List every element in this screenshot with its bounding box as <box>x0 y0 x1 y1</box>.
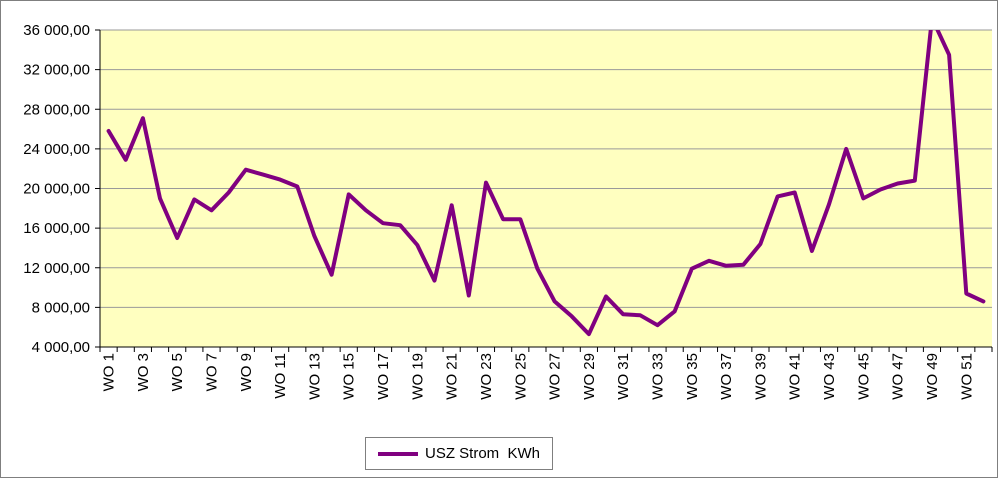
y-tick-label: 24 000,00 <box>23 141 90 158</box>
y-axis-tick-labels: 4 000,00 8 000,00 12 000,00 16 000,00 20 000… <box>23 22 90 356</box>
x-tick-label: WO 1 <box>101 353 118 391</box>
y-tick-label: 20 000,00 <box>23 181 90 198</box>
x-tick-label: WO 21 <box>444 353 461 400</box>
x-tick-label: WO 49 <box>924 353 941 400</box>
y-tick-label: 8 000,00 <box>32 299 90 316</box>
y-tick-label: 28 000,00 <box>23 101 90 118</box>
x-tick-label: WO 45 <box>855 353 872 400</box>
legend-label: USZ Strom KWh <box>425 445 541 462</box>
x-tick-label: WO 51 <box>958 353 975 400</box>
x-tick-label: WO 37 <box>718 353 735 400</box>
x-axis-tick-labels: WO 1 WO 3 WO 5 WO 7 WO 9 WO 11 WO 13 WO 15 WO 17… <box>101 353 976 400</box>
x-tick-label: WO 19 <box>409 353 426 400</box>
x-tick-label: WO 33 <box>650 353 667 400</box>
y-tick-label: 32 000,00 <box>23 62 90 79</box>
x-tick-label: WO 13 <box>306 353 323 400</box>
x-tick-label: WO 15 <box>341 353 358 400</box>
series-layer <box>106 30 986 337</box>
legend-swatch <box>378 452 418 456</box>
legend: USZ Strom KWh <box>365 437 553 470</box>
x-tick-label: WO 23 <box>478 353 495 400</box>
x-tick-label: WO 5 <box>169 353 186 391</box>
series-line <box>106 30 986 337</box>
y-tick-label: 16 000,00 <box>23 220 90 237</box>
x-tick-label: WO 9 <box>238 353 255 391</box>
x-tick-label: WO 43 <box>821 353 838 400</box>
x-tick-label: WO 27 <box>547 353 564 400</box>
x-tick-label: WO 39 <box>752 353 769 400</box>
x-tick-label: WO 41 <box>787 353 804 400</box>
y-tick-label: 36 000,00 <box>23 22 90 39</box>
x-tick-label: WO 7 <box>204 353 221 391</box>
x-tick-label: WO 17 <box>375 353 392 400</box>
x-tick-label: WO 29 <box>581 353 598 400</box>
axes <box>99 30 993 352</box>
x-tick-label: WO 47 <box>890 353 907 400</box>
y-tick-label: 12 000,00 <box>23 260 90 277</box>
x-tick-label: WO 3 <box>135 353 152 391</box>
x-tick-label: WO 35 <box>684 353 701 400</box>
y-tick-label: 4 000,00 <box>32 339 90 356</box>
x-tick-label: WO 25 <box>512 353 529 400</box>
x-tick-label: WO 31 <box>615 353 632 400</box>
x-tick-label: WO 11 <box>272 353 289 399</box>
gridlines <box>95 29 992 348</box>
